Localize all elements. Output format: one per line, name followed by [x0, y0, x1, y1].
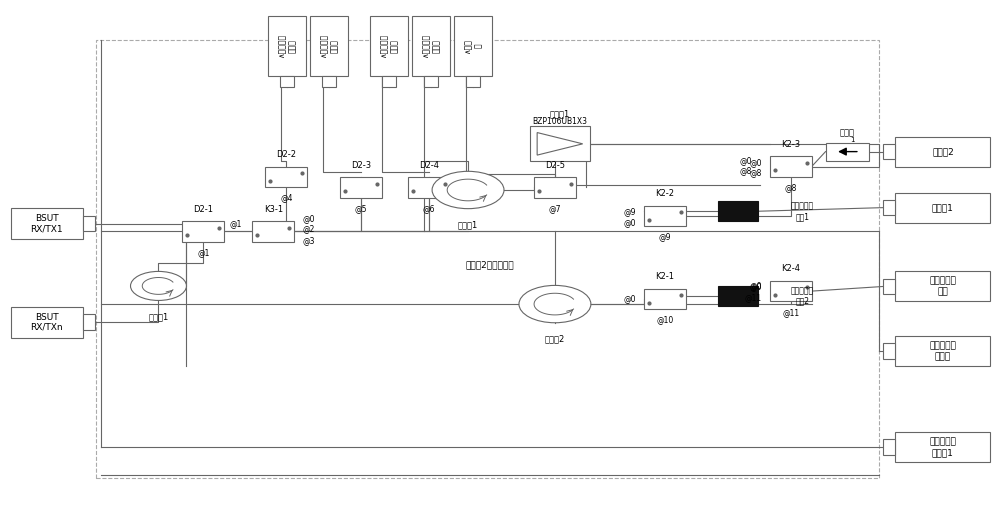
Text: 环形器2: 环形器2 — [545, 334, 565, 343]
Circle shape — [519, 285, 591, 323]
Text: D2-3: D2-3 — [351, 161, 371, 170]
Text: @10: @10 — [656, 316, 673, 324]
Bar — [322, 76, 336, 87]
Text: D2-2: D2-2 — [276, 150, 296, 160]
Bar — [883, 200, 895, 215]
Text: @6: @6 — [423, 204, 435, 213]
Bar — [340, 177, 382, 198]
Bar — [424, 76, 438, 87]
Text: D2-5: D2-5 — [545, 161, 565, 170]
Text: @1: @1 — [197, 248, 210, 257]
Bar — [895, 271, 990, 302]
Bar — [83, 315, 95, 330]
Text: ∧行程限制
器编号: ∧行程限制 器编号 — [320, 34, 339, 58]
Text: @8: @8 — [749, 168, 762, 177]
Bar — [96, 40, 879, 478]
Text: D2-4: D2-4 — [419, 161, 439, 170]
Bar — [883, 344, 895, 359]
Text: @0: @0 — [623, 294, 636, 303]
Text: 合路器1: 合路器1 — [148, 312, 169, 321]
Text: ∧行程限制
器编号: ∧行程限制 器编号 — [379, 34, 399, 58]
Text: @0: @0 — [623, 218, 636, 227]
Text: 单向器: 单向器 — [840, 128, 855, 138]
Text: @2: @2 — [302, 225, 315, 233]
Bar — [265, 166, 307, 187]
Text: @11: @11 — [782, 308, 799, 317]
Bar — [408, 177, 450, 198]
Text: @0: @0 — [739, 156, 752, 165]
Text: 环形器1: 环形器1 — [458, 220, 478, 229]
Bar — [895, 192, 990, 223]
Bar — [454, 16, 492, 76]
Text: @8: @8 — [784, 183, 797, 192]
Text: K2-2: K2-2 — [655, 189, 674, 198]
Text: @4: @4 — [280, 193, 293, 203]
Text: @1: @1 — [229, 219, 242, 228]
Text: 放大全1: 放大全1 — [550, 110, 570, 119]
Text: 信号源1: 信号源1 — [932, 203, 954, 212]
Text: 多径模拟单
元输出: 多径模拟单 元输出 — [929, 342, 956, 361]
Text: 低功率匹配
负载2: 低功率匹配 负载2 — [791, 286, 814, 305]
Bar — [11, 208, 83, 239]
Text: @11: @11 — [745, 293, 762, 302]
Text: ∧行程限制
器编号: ∧行程限制 器编号 — [421, 34, 441, 58]
Text: 低功率匹配
负载1: 低功率匹配 负载1 — [791, 202, 814, 221]
Bar — [895, 432, 990, 462]
Text: @9: @9 — [659, 232, 671, 241]
Bar — [530, 126, 590, 162]
Text: D2-1: D2-1 — [193, 205, 213, 214]
Bar — [644, 205, 686, 226]
Text: @0: @0 — [749, 158, 762, 167]
Text: 合路器2（带隔离）: 合路器2（带隔离） — [466, 261, 514, 270]
Bar — [412, 16, 450, 76]
Text: BZP106UB1X3: BZP106UB1X3 — [532, 116, 587, 125]
Text: ∧频谱
仪: ∧频谱 仪 — [463, 38, 483, 54]
Bar — [11, 307, 83, 338]
Bar — [310, 16, 348, 76]
Text: 多径模拟单
元输入1: 多径模拟单 元输入1 — [929, 437, 956, 457]
Text: K2-1: K2-1 — [655, 272, 674, 281]
Text: BSUT
RX/TX1: BSUT RX/TX1 — [30, 214, 63, 233]
Text: K2-4: K2-4 — [781, 265, 800, 274]
Bar — [883, 439, 895, 455]
Text: @5: @5 — [355, 204, 367, 213]
Bar — [252, 221, 294, 242]
Bar — [182, 221, 224, 242]
Bar — [382, 76, 396, 87]
Text: 1: 1 — [850, 137, 855, 143]
Bar — [770, 281, 812, 302]
Text: @7: @7 — [549, 204, 561, 213]
Circle shape — [432, 171, 504, 209]
Text: @3: @3 — [302, 236, 315, 245]
Text: 基站测试器
输出: 基站测试器 输出 — [929, 277, 956, 296]
Text: @9: @9 — [623, 207, 636, 216]
Text: @0: @0 — [749, 282, 762, 292]
Bar — [770, 157, 812, 177]
Text: K3-1: K3-1 — [264, 205, 283, 214]
Text: @0: @0 — [749, 281, 762, 291]
Bar — [466, 76, 480, 87]
Bar — [280, 76, 294, 87]
Bar — [895, 336, 990, 366]
Bar — [895, 137, 990, 166]
Circle shape — [131, 271, 186, 301]
Bar — [718, 286, 758, 306]
Text: @0: @0 — [302, 214, 315, 223]
Bar — [718, 201, 758, 221]
Bar — [370, 16, 408, 76]
Bar — [534, 177, 576, 198]
Bar — [268, 16, 306, 76]
Text: @8: @8 — [739, 166, 752, 175]
Bar — [83, 216, 95, 231]
Text: ∧行程限制
器编号: ∧行程限制 器编号 — [278, 34, 297, 58]
Text: BSUT
RX/TXn: BSUT RX/TXn — [30, 313, 63, 332]
Bar — [883, 279, 895, 294]
Text: K2-3: K2-3 — [781, 140, 800, 149]
Text: 信号源2: 信号源2 — [932, 147, 954, 156]
Bar — [644, 289, 686, 309]
Bar — [883, 144, 895, 160]
Bar — [826, 142, 869, 161]
